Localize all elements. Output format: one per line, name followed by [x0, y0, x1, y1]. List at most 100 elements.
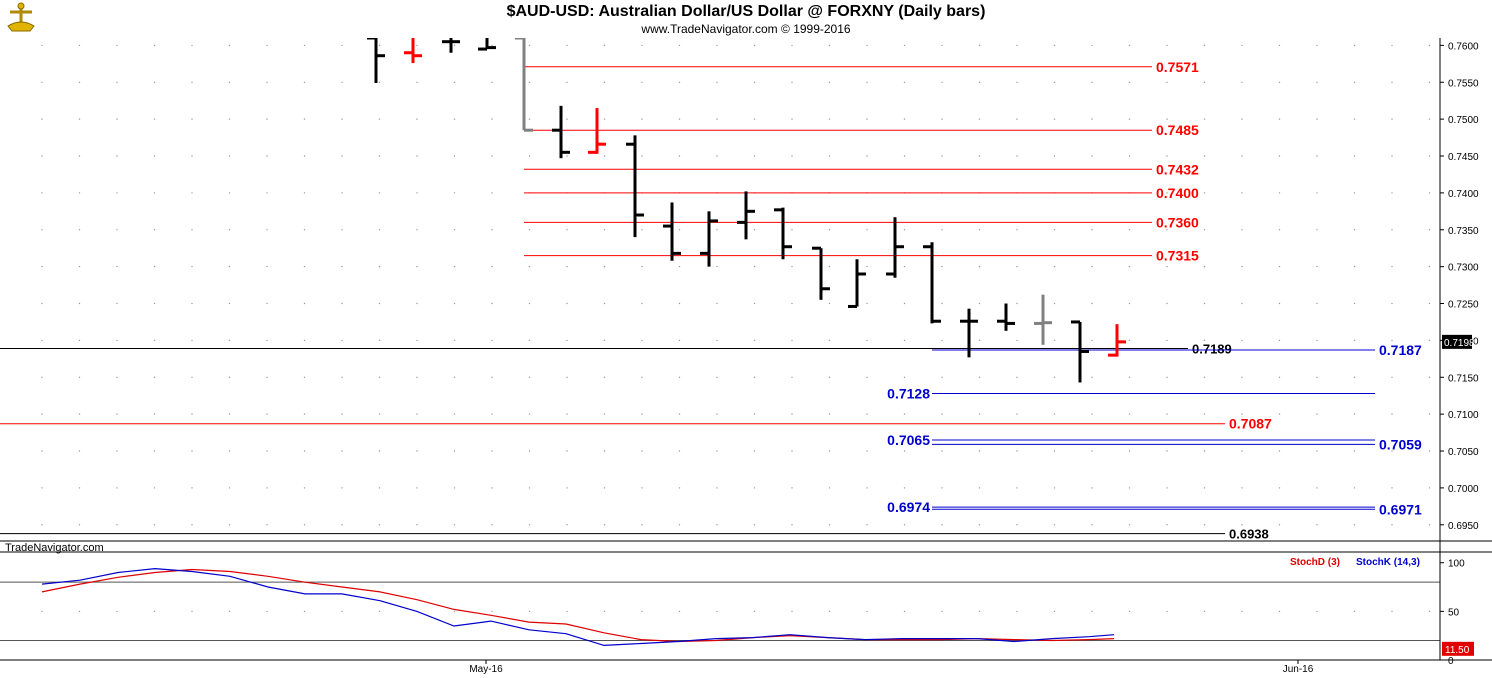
grid-dot [341, 339, 343, 342]
grid-dot [641, 302, 643, 305]
grid-dot [378, 302, 381, 305]
grid-dot [1053, 376, 1056, 378]
grid-dot [716, 81, 718, 84]
grid-dot [116, 524, 118, 526]
grid-dot [1428, 302, 1431, 305]
grid-dot [228, 192, 231, 194]
grid-dot [791, 610, 793, 613]
grid-dot [678, 610, 681, 613]
grid-dot [453, 81, 456, 84]
grid-dot [78, 118, 81, 120]
grid-dot [1391, 44, 1393, 47]
grid-dot [266, 524, 268, 526]
grid-dot [453, 118, 456, 120]
grid-dot [153, 192, 156, 194]
grid-dot [641, 118, 643, 120]
grid-dot [41, 192, 43, 194]
grid-dot [528, 155, 531, 157]
grid-dot [1353, 155, 1356, 157]
grid-dot [228, 302, 231, 305]
grid-dot [641, 610, 643, 613]
grid-dot [791, 339, 793, 342]
grid-dot [78, 487, 81, 489]
grid-dot [1278, 44, 1281, 47]
grid-dot [978, 229, 981, 231]
grid-dot [1428, 155, 1431, 157]
grid-dot [566, 229, 568, 231]
grid-dot [41, 376, 43, 378]
stoch-legend-label: StochK (14,3) [1356, 557, 1420, 568]
grid-dot [603, 155, 606, 157]
grid-dot [303, 524, 306, 526]
grid-dot [528, 339, 531, 342]
grid-dot [603, 450, 606, 452]
grid-dot [378, 155, 381, 157]
grid-dot [341, 302, 343, 305]
grid-dot [641, 81, 643, 84]
grid-dot [1316, 487, 1318, 489]
grid-dot [1241, 229, 1243, 231]
grid-dot [1316, 155, 1318, 157]
grid-dot [1316, 229, 1318, 231]
grid-dot [866, 413, 868, 415]
grid-dot [153, 524, 156, 526]
grid-dot [678, 81, 681, 84]
grid-dot [1241, 302, 1243, 305]
grid-dot [1128, 339, 1131, 342]
grid-dot [453, 155, 456, 157]
grid-dot [866, 118, 868, 120]
grid-dot [791, 265, 793, 268]
grid-dot [1316, 302, 1318, 305]
grid-dot [191, 524, 193, 526]
grid-dot [1241, 118, 1243, 120]
grid-dot [116, 302, 118, 305]
grid-dot [678, 229, 681, 231]
grid-dot [303, 450, 306, 452]
grid-dot [753, 487, 756, 489]
grid-dot [303, 413, 306, 415]
grid-dot [266, 118, 268, 120]
grid-dot [1128, 81, 1131, 84]
grid-dot [1428, 413, 1431, 415]
grid-dot [41, 450, 43, 452]
grid-dot [191, 339, 193, 342]
grid-dot [828, 339, 831, 342]
grid-dot [303, 487, 306, 489]
grid-dot [341, 81, 343, 84]
grid-dot [1091, 265, 1093, 268]
grid-dot [78, 413, 81, 415]
grid-dot [903, 265, 906, 268]
stoch-series-line [41, 567, 1115, 647]
grid-dot [528, 81, 531, 84]
level-label: 0.6974 [887, 499, 930, 515]
grid-dot [1128, 302, 1131, 305]
grid-dot [41, 81, 43, 84]
grid-dot [1203, 229, 1206, 231]
grid-dot [1353, 376, 1356, 378]
grid-dot [828, 44, 831, 47]
grid-dot [603, 524, 606, 526]
grid-dot [1053, 44, 1056, 47]
grid-dot [416, 118, 418, 120]
grid-dot [1428, 44, 1431, 47]
grid-dot [78, 524, 81, 526]
grid-dot [116, 265, 118, 268]
grid-dot [978, 376, 981, 378]
grid-dot [453, 302, 456, 305]
grid-dot [903, 450, 906, 452]
grid-dot [378, 376, 381, 378]
grid-dot [1353, 487, 1356, 489]
grid-dot [228, 610, 231, 613]
ohlc-bar [1071, 320, 1089, 383]
grid-dot [753, 413, 756, 415]
grid-dot [416, 265, 418, 268]
grid-dot [1241, 339, 1243, 342]
grid-dot [153, 413, 156, 415]
grid-dot [941, 118, 943, 120]
grid-dot [341, 376, 343, 378]
grid-dot [416, 376, 418, 378]
grid-dot [191, 229, 193, 231]
grid-dot [1278, 229, 1281, 231]
grid-dot [153, 302, 156, 305]
ohlc-bar [812, 246, 830, 300]
